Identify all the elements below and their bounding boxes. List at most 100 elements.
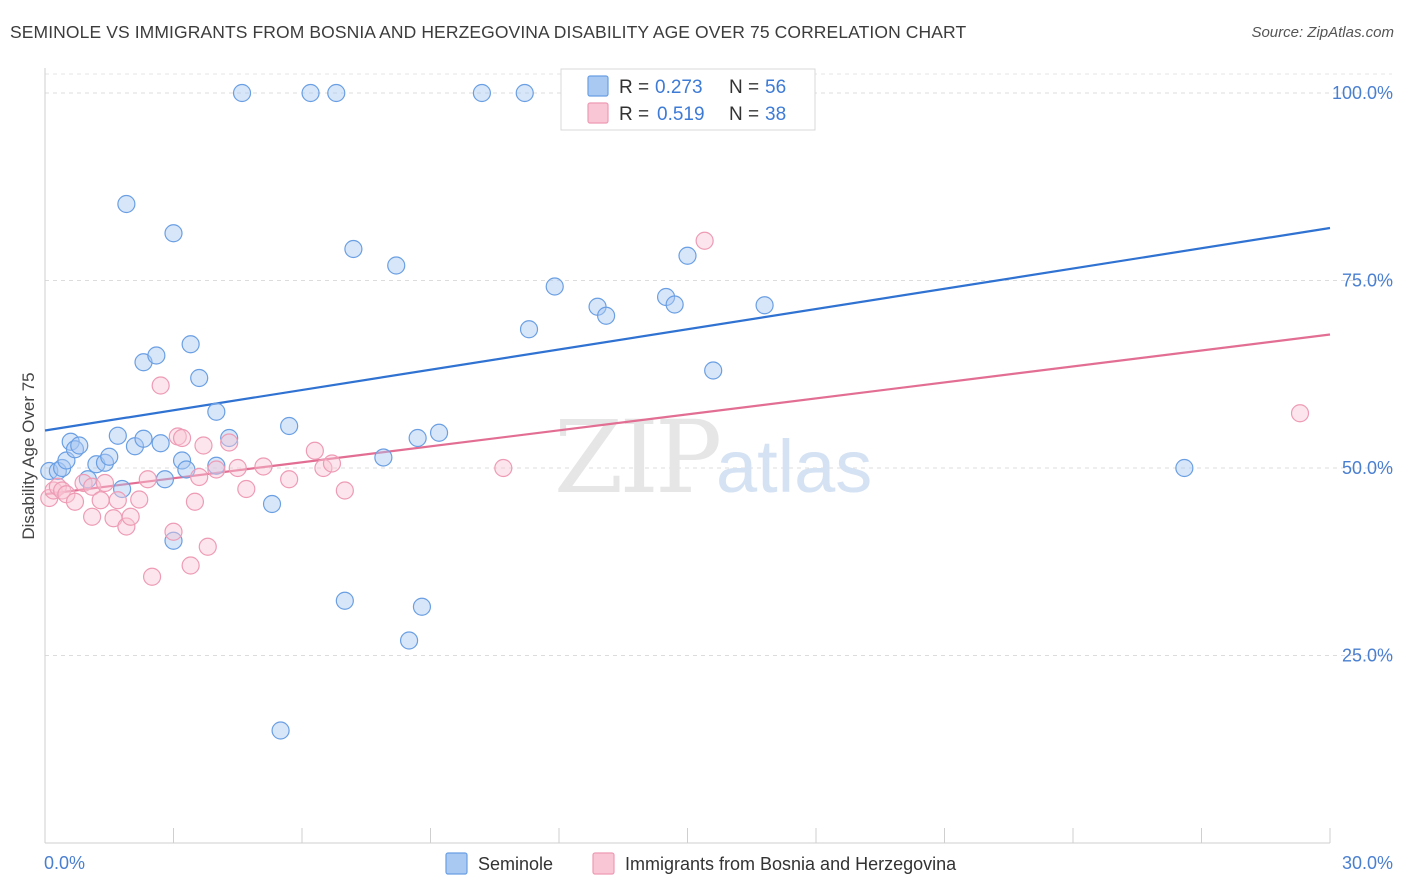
seminole-point bbox=[164, 224, 183, 243]
seminole-point bbox=[220, 428, 239, 448]
watermark: ZIP atlas bbox=[554, 399, 872, 516]
bosnia-point bbox=[335, 481, 354, 500]
trend-lines bbox=[44, 226, 1331, 496]
legend-swatch-bosnia bbox=[587, 102, 609, 124]
bosnia-point bbox=[185, 492, 205, 511]
bosnia-point bbox=[695, 231, 714, 250]
seminole-point bbox=[108, 426, 127, 445]
seminole-point bbox=[429, 423, 449, 442]
seminole-point bbox=[597, 306, 616, 325]
seminole-point bbox=[545, 277, 564, 296]
x-tick-labels: 0.0% 30.0% bbox=[44, 853, 1393, 873]
bosnia-point bbox=[220, 433, 239, 452]
source-credit: Source: ZipAtlas.com bbox=[1251, 24, 1394, 41]
seminole-point bbox=[280, 416, 299, 436]
bosnia-point bbox=[314, 458, 333, 478]
legend-r-seminole: 0.273 bbox=[655, 77, 703, 98]
bosnia-point bbox=[95, 473, 115, 493]
bosnia-point bbox=[65, 492, 85, 511]
seminole-point bbox=[172, 451, 192, 470]
bosnia-point bbox=[181, 556, 200, 575]
seminole-point bbox=[515, 83, 534, 103]
seminole-point bbox=[134, 429, 153, 448]
seminole-point bbox=[399, 631, 419, 650]
y-tick-label: 25.0% bbox=[1342, 646, 1393, 666]
seminole-point bbox=[755, 296, 774, 315]
trend-line-seminole bbox=[44, 226, 1331, 432]
bosnia-point bbox=[322, 454, 342, 473]
legend-label-seminole: Seminole bbox=[478, 854, 553, 874]
seminole-point bbox=[408, 428, 427, 448]
legend-n-bosnia: 38 bbox=[765, 104, 786, 125]
bosnia-point bbox=[138, 470, 157, 489]
bosnia-point bbox=[1290, 404, 1310, 423]
seminole-point bbox=[70, 436, 89, 455]
series-legend: Seminole Immigrants from Bosnia and Herz… bbox=[445, 852, 957, 875]
seminole-point bbox=[190, 368, 209, 388]
bosnia-point bbox=[190, 467, 209, 487]
seminole-point bbox=[1175, 458, 1194, 478]
y-tick-label: 75.0% bbox=[1342, 271, 1393, 291]
y-axis-title: Disability Age Over 75 bbox=[19, 372, 38, 539]
legend-swatch-seminole bbox=[587, 75, 609, 97]
bosnia-point bbox=[142, 567, 162, 586]
seminole-point bbox=[271, 721, 290, 740]
seminole-point bbox=[412, 597, 432, 616]
x-tick-label: 30.0% bbox=[1342, 853, 1393, 873]
bosnia-point bbox=[91, 491, 110, 510]
seminole-point bbox=[207, 402, 226, 421]
seminole-point bbox=[387, 256, 406, 275]
seminole-point bbox=[327, 83, 346, 103]
y-tick-label: 100.0% bbox=[1332, 83, 1393, 103]
bosnia-point bbox=[117, 517, 136, 536]
seminole-point bbox=[100, 447, 119, 466]
bosnia-point bbox=[254, 457, 273, 476]
data-points bbox=[40, 83, 1310, 740]
bosnia-point bbox=[228, 458, 247, 478]
bosnia-point bbox=[121, 507, 140, 526]
seminole-point bbox=[262, 494, 282, 514]
seminole-point bbox=[472, 83, 491, 103]
legend-r-bosnia: 0.519 bbox=[657, 104, 705, 125]
watermark-atlas: atlas bbox=[716, 425, 872, 508]
bosnia-point bbox=[172, 428, 192, 448]
seminole-point bbox=[147, 346, 166, 365]
bosnia-point bbox=[494, 458, 513, 478]
legend-swatch-seminole-bottom bbox=[445, 852, 468, 875]
svg-text:R =: R = bbox=[619, 77, 649, 98]
axes bbox=[44, 68, 1331, 844]
bosnia-point bbox=[207, 460, 226, 479]
seminole-point bbox=[151, 434, 170, 453]
seminole-point bbox=[374, 448, 393, 467]
bosnia-point bbox=[151, 376, 170, 395]
bosnia-point bbox=[305, 441, 324, 460]
bosnia-point bbox=[83, 507, 102, 526]
y-tick-label: 50.0% bbox=[1342, 458, 1393, 478]
seminole-point bbox=[155, 470, 175, 489]
bosnia-point bbox=[194, 436, 213, 455]
y-tick-labels: 25.0% 50.0% 75.0% 100.0% bbox=[1332, 83, 1393, 666]
bosnia-point bbox=[130, 490, 149, 509]
svg-text:R =: R = bbox=[619, 104, 649, 125]
seminole-point bbox=[335, 591, 354, 610]
legend-swatch-bosnia-bottom bbox=[592, 852, 615, 875]
bosnia-point bbox=[237, 479, 256, 499]
bosnia-point bbox=[280, 470, 299, 489]
seminole-point bbox=[704, 361, 723, 380]
bosnia-point bbox=[164, 522, 183, 541]
seminole-point bbox=[301, 83, 320, 103]
seminole-point bbox=[232, 83, 252, 103]
trend-line-bosnia bbox=[44, 333, 1331, 496]
chart-title: SEMINOLE VS IMMIGRANTS FROM BOSNIA AND H… bbox=[10, 22, 967, 42]
bosnia-point bbox=[108, 491, 127, 510]
seminole-point bbox=[117, 194, 136, 214]
bosnia-point bbox=[198, 537, 217, 556]
x-tick-label: 0.0% bbox=[44, 853, 85, 873]
seminole-point bbox=[519, 320, 539, 339]
legend-label-bosnia: Immigrants from Bosnia and Herzegovina bbox=[625, 854, 957, 874]
seminole-point bbox=[665, 295, 684, 314]
stats-legend: R = 0.273 N = 56 R = 0.519 N = 38 bbox=[560, 68, 816, 131]
seminole-point bbox=[181, 335, 200, 354]
legend-n-seminole: 56 bbox=[765, 77, 786, 98]
